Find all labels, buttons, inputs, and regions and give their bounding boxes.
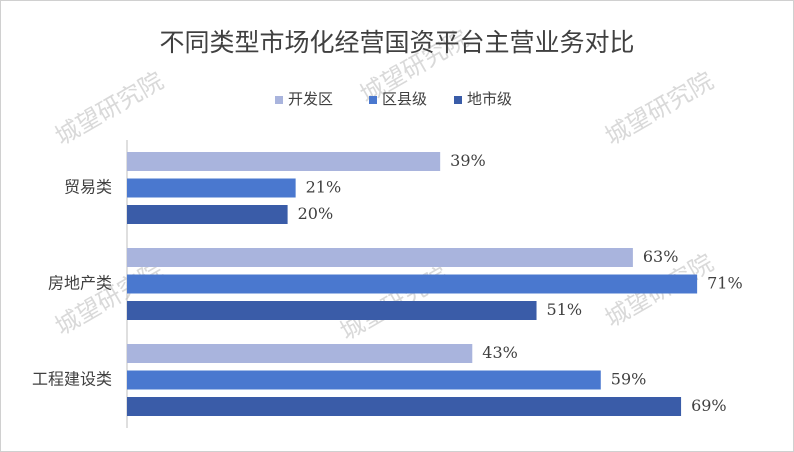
- legend-swatch: [454, 96, 462, 104]
- data-label: 21%: [306, 178, 342, 197]
- bar: [127, 370, 601, 390]
- bar: [127, 152, 441, 171]
- bar: [127, 274, 698, 294]
- data-label: 20%: [298, 204, 334, 223]
- legend-swatch: [275, 96, 283, 104]
- bar: [127, 178, 296, 198]
- data-label: 69%: [691, 396, 727, 415]
- bar: [127, 248, 633, 267]
- bar: [127, 205, 288, 224]
- data-label: 43%: [482, 343, 518, 362]
- data-label: 63%: [643, 247, 679, 266]
- data-label: 39%: [450, 151, 486, 170]
- y-tick-label: 房地产类: [48, 274, 112, 293]
- legend-swatch: [369, 96, 377, 104]
- data-label: 59%: [611, 370, 647, 389]
- y-tick-label: 贸易类: [64, 178, 112, 197]
- chart-title: 不同类型市场化经营国资平台主营业务对比: [159, 28, 634, 57]
- legend-label: 开发区: [288, 90, 333, 108]
- legend-label: 区县级: [382, 90, 427, 108]
- data-label: 71%: [707, 274, 743, 293]
- y-tick-label: 工程建设类: [32, 370, 112, 389]
- bar: [127, 301, 537, 320]
- data-label: 51%: [547, 300, 583, 319]
- bar: [127, 344, 473, 363]
- bar: [127, 397, 682, 416]
- legend-label: 地市级: [467, 90, 512, 108]
